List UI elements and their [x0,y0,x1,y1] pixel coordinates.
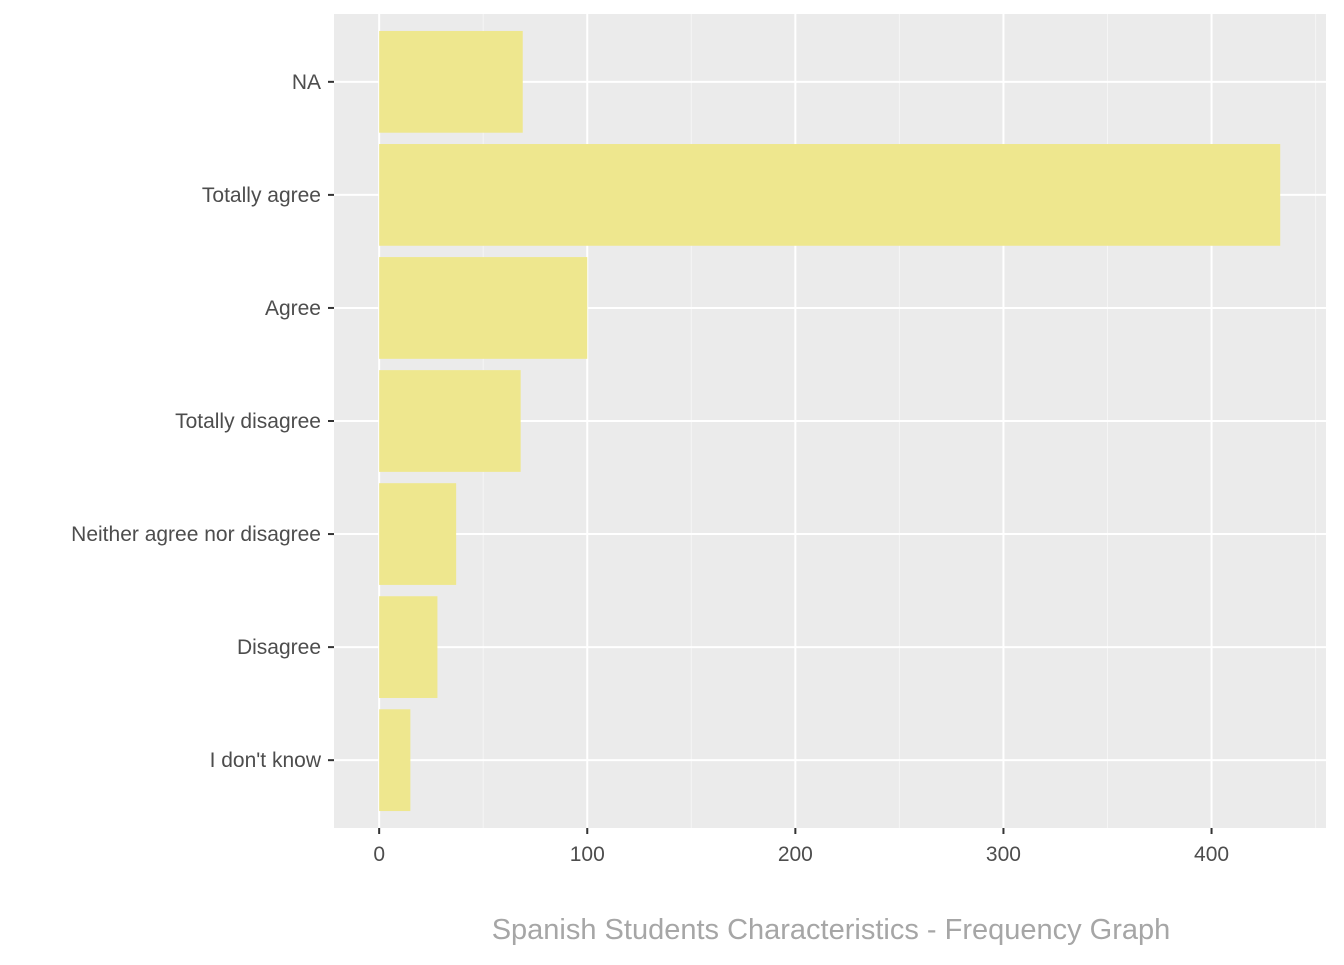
bar [379,370,521,472]
bar [379,144,1281,246]
y-axis: NA Totally agree Agree Totally disagree Neit… [71,71,334,772]
x-tick-label: 200 [778,843,813,866]
y-tick-label: Totally agree [202,184,321,207]
bar [379,257,588,359]
y-tick-label: Neither agree nor disagree [71,523,321,546]
x-tick-label: 300 [986,843,1021,866]
x-axis: 0 100 200 300 400 [373,828,1229,866]
y-tick-label: NA [292,71,321,94]
chart-caption: Spanish Students Characteristics - Frequ… [492,914,1171,946]
bars [379,30,1281,812]
y-tick-label: Disagree [237,636,321,659]
x-tick-label: 0 [373,843,385,866]
bar [379,709,411,812]
y-tick-label: I don't know [210,749,322,772]
x-tick-label: 400 [1194,843,1229,866]
bar [379,483,457,585]
bar [379,30,523,133]
y-tick-label: Totally disagree [175,410,321,433]
y-tick-label: Agree [265,297,321,320]
bar [379,596,438,698]
x-tick-label: 100 [570,843,605,866]
